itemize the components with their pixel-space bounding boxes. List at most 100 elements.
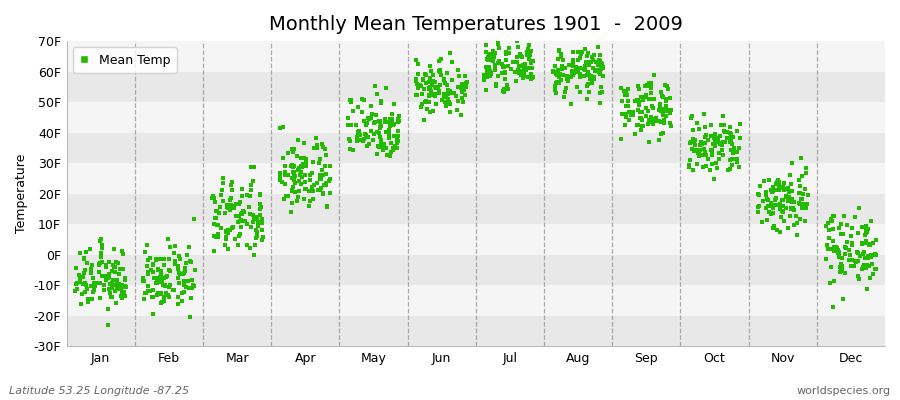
Point <box>850 230 865 236</box>
Point <box>437 91 452 97</box>
Point <box>593 51 608 58</box>
Point <box>511 62 526 69</box>
Point <box>645 116 660 122</box>
Point <box>630 98 644 104</box>
Bar <box>67 163 885 194</box>
Point <box>555 57 570 63</box>
Point <box>112 280 126 287</box>
Point <box>501 86 516 92</box>
Point <box>116 266 130 272</box>
Point <box>550 79 564 86</box>
Point <box>479 64 493 71</box>
Point <box>779 193 794 199</box>
Point <box>772 183 787 189</box>
Point <box>661 107 675 114</box>
Point <box>563 74 578 80</box>
Point <box>454 112 468 119</box>
Point <box>644 83 658 90</box>
Bar <box>67 255 885 285</box>
Point <box>752 192 767 198</box>
Point <box>299 156 313 162</box>
Point <box>592 57 607 63</box>
Point <box>69 265 84 272</box>
Point <box>860 230 874 236</box>
Point <box>73 249 87 256</box>
Point <box>438 79 453 86</box>
Point <box>774 208 788 215</box>
Point <box>304 169 319 176</box>
Point <box>711 135 725 142</box>
Point <box>792 190 806 197</box>
Point <box>209 214 223 221</box>
Point <box>757 178 771 184</box>
Point <box>855 251 869 257</box>
Point <box>418 71 432 77</box>
Point <box>580 80 595 87</box>
Bar <box>67 102 885 133</box>
Point <box>787 222 801 228</box>
Point <box>216 198 230 204</box>
Point <box>659 96 673 102</box>
Point <box>177 288 192 295</box>
Point <box>643 117 657 124</box>
Point <box>287 146 302 152</box>
Point <box>137 296 151 302</box>
Point <box>392 118 406 125</box>
Point <box>560 76 574 82</box>
Point <box>832 249 846 255</box>
Point <box>322 178 337 184</box>
Point <box>458 84 473 91</box>
Point <box>247 216 261 222</box>
Point <box>832 251 847 258</box>
Point <box>705 148 719 155</box>
Point <box>253 191 267 197</box>
Point <box>760 196 775 202</box>
Point <box>340 115 355 121</box>
Point <box>312 171 327 178</box>
Point <box>656 107 670 113</box>
Point <box>644 114 658 120</box>
Point <box>387 121 401 127</box>
Point <box>369 112 383 118</box>
Point <box>376 141 391 147</box>
Point <box>160 236 175 242</box>
Point <box>798 169 813 176</box>
Point <box>305 188 320 194</box>
Point <box>454 88 469 95</box>
Point <box>640 82 654 88</box>
Point <box>868 250 883 257</box>
Point <box>454 81 469 88</box>
Point <box>172 253 186 259</box>
Point <box>310 180 324 187</box>
Point <box>617 121 632 128</box>
Point <box>118 274 132 281</box>
Point <box>516 75 530 82</box>
Point <box>157 294 171 300</box>
Point <box>293 180 308 187</box>
Point <box>178 283 193 290</box>
Point <box>621 98 635 104</box>
Point <box>68 288 83 294</box>
Point <box>297 140 311 146</box>
Point <box>106 264 121 270</box>
Point <box>428 78 443 85</box>
Point <box>751 191 765 197</box>
Point <box>484 70 499 77</box>
Point <box>730 156 744 162</box>
Point <box>776 209 790 215</box>
Point <box>553 71 567 77</box>
Point <box>660 108 674 114</box>
Point <box>524 76 538 82</box>
Point <box>488 66 502 73</box>
Point <box>281 150 295 156</box>
Point <box>836 296 850 302</box>
Point <box>488 50 502 56</box>
Point <box>177 282 192 288</box>
Point <box>682 164 697 170</box>
Point <box>657 119 671 126</box>
Point <box>730 128 744 134</box>
Point <box>657 117 671 123</box>
Point <box>255 227 269 234</box>
Point <box>449 107 464 113</box>
Point <box>140 263 154 269</box>
